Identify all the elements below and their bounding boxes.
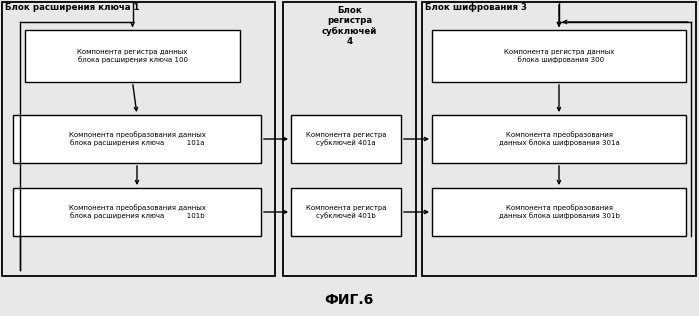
Text: Компонента преобразования
данных блока шифрования 301b: Компонента преобразования данных блока ш… — [498, 204, 619, 219]
Bar — [13, 188, 261, 236]
Text: Компонента регистра
субключей 401b: Компонента регистра субключей 401b — [305, 205, 387, 219]
Text: ФИГ.6: ФИГ.6 — [324, 293, 374, 307]
Text: Компонента регистра
субключей 401a: Компонента регистра субключей 401a — [305, 132, 387, 146]
Text: Компонента преобразования данных
блока расширения ключа          101b: Компонента преобразования данных блока р… — [69, 204, 206, 219]
Text: Компонента преобразования
данных блока шифрования 301a: Компонента преобразования данных блока ш… — [498, 131, 619, 146]
Bar — [422, 2, 696, 276]
Text: Блок
регистра
субключей
4: Блок регистра субключей 4 — [322, 6, 377, 46]
Text: Компонента преобразования данных
блока расширения ключа          101a: Компонента преобразования данных блока р… — [69, 131, 206, 146]
Text: Компонента регистра данных
блока расширения ключа 100: Компонента регистра данных блока расшире… — [78, 49, 188, 63]
Text: Компонента регистра данных
  блока шифрования 300: Компонента регистра данных блока шифрова… — [504, 49, 614, 63]
Bar — [291, 188, 401, 236]
Bar — [2, 2, 275, 276]
Bar — [432, 115, 686, 163]
Bar — [13, 115, 261, 163]
Text: Блок шифрования 3: Блок шифрования 3 — [425, 3, 527, 12]
Bar — [283, 2, 416, 276]
Bar — [432, 30, 686, 82]
Bar — [432, 188, 686, 236]
Bar — [291, 115, 401, 163]
Text: Блок расширения ключа 1: Блок расширения ключа 1 — [5, 3, 140, 12]
Bar — [25, 30, 240, 82]
